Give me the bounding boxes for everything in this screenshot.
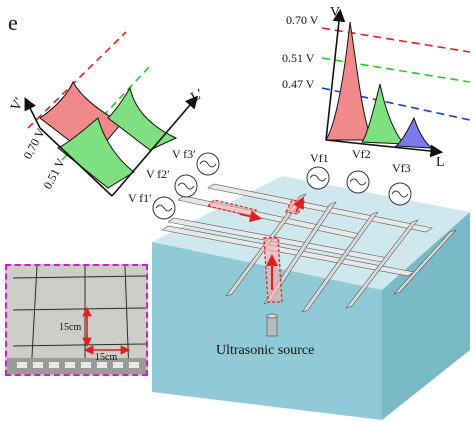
right-peak-blue <box>394 116 434 149</box>
sensor-icon-right-3 <box>388 182 412 206</box>
left-level-line-mid <box>61 65 151 161</box>
right-level-label-mid: 0.51 V <box>282 51 315 65</box>
right-x-axis-label: L <box>436 155 445 170</box>
left-peak-green-1 <box>57 117 135 189</box>
highlight-left-bar <box>206 199 258 217</box>
left-level-line-high <box>27 31 127 129</box>
ultrasonic-source-label: Ultrasonic source <box>216 343 314 358</box>
bar-col-4 <box>345 219 419 309</box>
left-plot: V′ L′ 0.70 V 0.51 V <box>8 31 206 197</box>
sensor-icon-right-2 <box>346 170 370 194</box>
right-axis-x <box>325 139 444 158</box>
bar-row-4 <box>207 183 433 233</box>
bar-col-3 <box>301 211 379 313</box>
left-peak-green-2 <box>107 86 178 151</box>
left-sensor-label-1: V f1′ <box>128 191 152 205</box>
right-level-line-high <box>321 27 471 53</box>
left-level-label-mid: 0.51 V <box>40 156 68 192</box>
right-axis-y <box>325 8 346 141</box>
sensor-icon-left-3 <box>196 152 220 176</box>
left-level-label-high: 0.70 V <box>20 126 48 162</box>
right-peak-red <box>325 21 373 141</box>
sensor-icon-right-1 <box>306 166 330 190</box>
bar-col-5 <box>393 229 457 295</box>
left-axis-base <box>39 127 113 197</box>
flow-arrow-top <box>293 196 304 213</box>
right-sensor-label-2: Vf2 <box>352 147 371 161</box>
sensor-icons <box>152 152 412 220</box>
panel-label: e <box>8 10 18 35</box>
flow-arrow-left <box>239 210 262 223</box>
right-peak-green <box>361 83 406 145</box>
left-sensor-label-3: V f3′ <box>172 147 196 161</box>
right-y-axis-label: V <box>330 5 340 20</box>
tank-side <box>382 212 470 420</box>
right-sensor-label-1: Vf1 <box>310 151 329 165</box>
water-tank <box>152 176 470 420</box>
dim-vertical-label: 15cm <box>59 322 81 333</box>
inset-photo: 15cm 15cm <box>5 264 148 376</box>
right-level-label-high: 0.70 V <box>286 13 319 27</box>
right-level-label-low: 0.47 V <box>282 77 315 91</box>
left-axis-x <box>111 95 199 197</box>
right-level-line-mid <box>321 57 471 83</box>
left-axis-y <box>24 97 41 129</box>
right-plot: V L 0.70 V 0.51 V 0.47 V Vf1 Vf2 Vf3 <box>282 5 471 175</box>
left-y-axis-label: V′ <box>8 95 27 114</box>
sensor-icon-left-2 <box>174 174 198 198</box>
sensor-icon-left-1 <box>152 196 176 220</box>
left-sensor-label-2: V f2′ <box>146 167 170 181</box>
ultrasonic-source-icon <box>266 313 278 337</box>
dim-horizontal-label: 15cm <box>95 352 117 363</box>
right-sensor-label-3: Vf3 <box>392 161 411 175</box>
